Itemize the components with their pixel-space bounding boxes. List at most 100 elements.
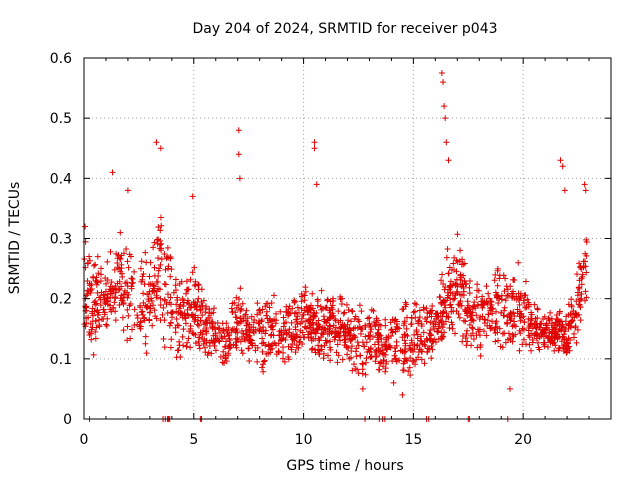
data-point-peak [235, 151, 242, 158]
data-point [558, 318, 565, 325]
data-point [137, 265, 144, 272]
data-point [504, 293, 511, 300]
data-point [431, 336, 438, 343]
data-point [366, 320, 373, 327]
data-point [556, 310, 563, 317]
data-point [293, 342, 300, 349]
data-point [391, 352, 398, 359]
data-point [438, 277, 445, 284]
data-point [326, 307, 333, 314]
data-point [522, 278, 529, 285]
data-point [493, 294, 500, 301]
data-point [182, 320, 189, 327]
data-point [577, 317, 584, 324]
data-point [165, 265, 172, 272]
data-point [468, 317, 475, 324]
data-point [203, 326, 210, 333]
data-point [563, 336, 570, 343]
data-point [413, 356, 420, 363]
data-point [259, 364, 266, 371]
x-tick-label: 0 [80, 432, 89, 448]
data-point [406, 364, 413, 371]
data-point [520, 297, 527, 304]
data-point [469, 330, 476, 337]
data-point [570, 334, 577, 341]
data-point-peak [313, 181, 320, 188]
data-point [138, 258, 145, 265]
data-point [358, 308, 365, 315]
data-point [460, 317, 467, 324]
data-point [504, 320, 511, 327]
data-point [528, 311, 535, 318]
data-point [172, 324, 179, 331]
data-point [187, 344, 194, 351]
data-point [176, 280, 183, 287]
data-point [494, 282, 501, 289]
data-point [494, 329, 501, 336]
data-point [158, 247, 165, 254]
data-point [365, 333, 372, 339]
data-point [199, 312, 206, 319]
data-point-peak [359, 385, 366, 392]
data-point [112, 308, 119, 315]
data-point [439, 324, 446, 331]
data-point [316, 323, 323, 330]
data-point [121, 287, 128, 294]
data-point [426, 330, 433, 337]
data-point [346, 355, 353, 362]
data-point [347, 331, 354, 338]
data-point [320, 350, 327, 357]
data-point [119, 314, 126, 321]
y-tick-label: 0.2 [50, 292, 72, 308]
data-point-peak [235, 127, 242, 134]
data-point [374, 317, 381, 324]
data-point [407, 372, 414, 379]
data-point [159, 311, 166, 318]
data-point [439, 271, 446, 278]
data-point [487, 325, 494, 332]
data-point [302, 284, 309, 291]
data-point [484, 317, 491, 324]
data-point [408, 321, 415, 328]
data-point [199, 331, 206, 338]
data-point [565, 301, 572, 308]
data-point [124, 337, 131, 344]
data-point [151, 264, 158, 271]
data-point [92, 317, 99, 324]
data-point [176, 303, 183, 310]
data-point [172, 276, 179, 283]
data-point [460, 288, 467, 295]
data-point [298, 298, 305, 305]
data-point [506, 335, 513, 342]
data-point [429, 346, 436, 353]
data-point [400, 322, 407, 329]
x-axis-label: GPS time / hours [286, 458, 403, 474]
data-point [110, 304, 117, 311]
data-point [521, 292, 528, 299]
data-point [260, 324, 267, 331]
data-point [245, 345, 252, 352]
data-point [413, 301, 420, 308]
data-point-peak [311, 139, 318, 146]
data-point [119, 297, 126, 304]
data-point [140, 315, 147, 322]
data-point [117, 255, 124, 262]
data-point [191, 303, 198, 310]
data-point [570, 307, 577, 314]
data-point [506, 314, 513, 321]
data-point [318, 343, 325, 350]
data-point [92, 328, 99, 335]
data-point [341, 309, 348, 316]
data-point [459, 281, 466, 288]
data-point [401, 337, 408, 344]
data-point [140, 271, 147, 278]
data-point [348, 347, 355, 354]
data-point [86, 257, 93, 264]
data-point [151, 288, 158, 295]
data-point [183, 343, 190, 350]
data-point [124, 294, 131, 301]
data-point [394, 318, 401, 325]
data-point [406, 345, 413, 352]
data-point [112, 289, 119, 296]
data-point [427, 335, 434, 342]
